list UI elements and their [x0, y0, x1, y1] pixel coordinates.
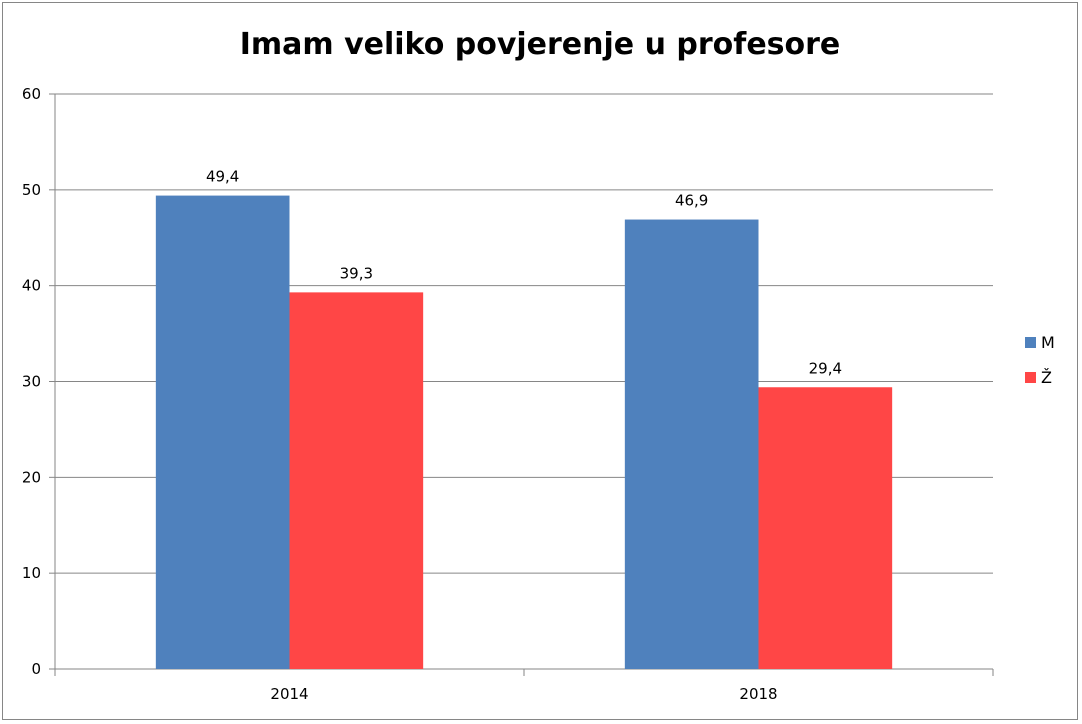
bar-2014-series-1	[289, 292, 424, 669]
data-labels: 49,4 39,3 46,9 29,4	[206, 168, 842, 378]
data-label: 39,3	[340, 264, 373, 282]
legend: MŽ	[1025, 333, 1055, 387]
bar-2014-series-0	[155, 195, 290, 670]
chart-title: Imam veliko povjerenje u profesore	[240, 27, 841, 62]
legend-swatch	[1025, 372, 1036, 383]
x-tick-label: 2014	[270, 685, 308, 703]
bars	[155, 195, 893, 670]
data-label: 49,4	[206, 168, 239, 186]
bar-2018-series-1	[758, 387, 893, 669]
y-tick-label: 50	[22, 181, 41, 199]
legend-label: Ž	[1041, 368, 1052, 387]
y-tick-label: 60	[22, 85, 41, 103]
data-label: 29,4	[809, 359, 842, 377]
bar-2018-series-0	[624, 219, 759, 669]
y-tick-label: 10	[22, 564, 41, 582]
y-tick-label: 20	[22, 468, 41, 486]
y-tick-label: 40	[22, 277, 41, 295]
legend-label: M	[1041, 333, 1055, 352]
legend-swatch	[1025, 337, 1036, 348]
y-tick-label: 30	[22, 373, 41, 391]
x-tick-label: 2018	[739, 685, 777, 703]
y-tick-label: 0	[31, 660, 41, 678]
data-label: 46,9	[675, 192, 708, 210]
